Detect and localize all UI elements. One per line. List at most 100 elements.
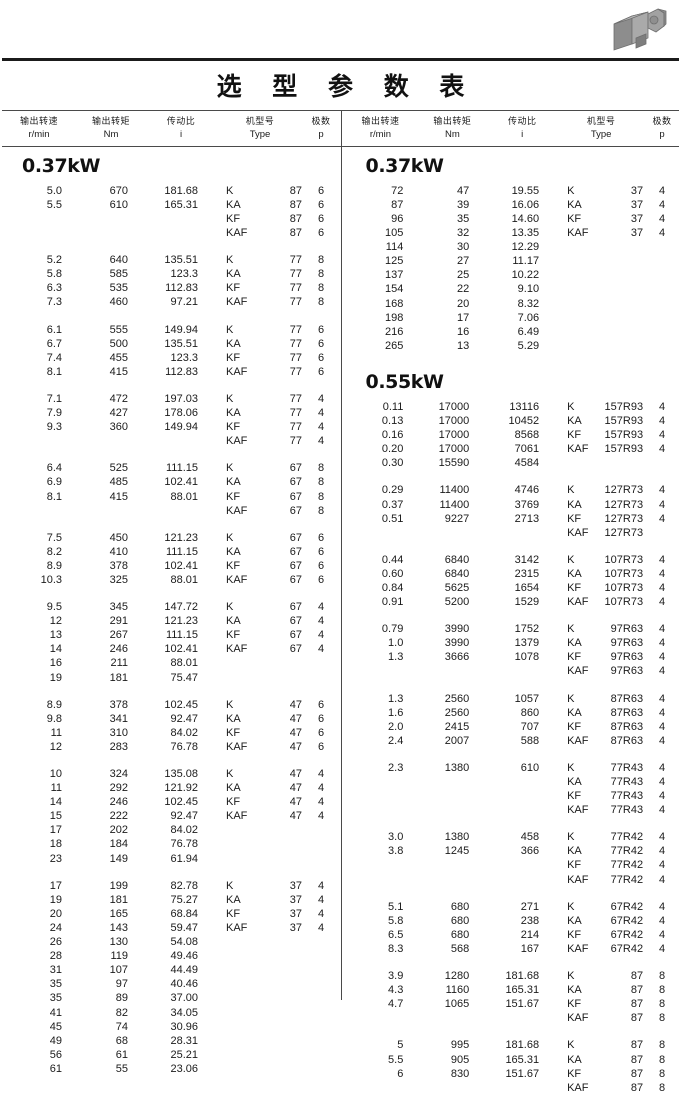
cell-pole-count: 4 — [643, 567, 681, 581]
cell-output-speed: 0.16 — [342, 428, 420, 442]
cell-output-speed: 6.1 — [0, 323, 78, 337]
cell-gear-ratio: 75.47 — [144, 671, 218, 685]
cell-output-speed: 1.3 — [342, 650, 420, 664]
cell-pole-count — [302, 991, 340, 1005]
cell-output-torque: 500 — [78, 337, 144, 351]
model-size: 47 — [256, 726, 302, 740]
model-size — [597, 456, 643, 470]
cell-gear-ratio — [485, 789, 559, 803]
cell-gear-ratio: 54.08 — [144, 935, 218, 949]
cell-output-torque: 17000 — [419, 428, 485, 442]
cell-gear-ratio: 707 — [485, 720, 559, 734]
model-prefix — [226, 991, 256, 1005]
cell-pole-count: 4 — [643, 595, 681, 609]
cell-output-speed: 168 — [342, 297, 420, 311]
model-prefix: KF — [567, 1067, 597, 1081]
cell-pole-count: 8 — [643, 969, 681, 983]
cell-output-torque: 610 — [78, 198, 144, 212]
cell-pole-count — [302, 1048, 340, 1062]
cell-output-speed: 56 — [0, 1048, 78, 1062]
cell-output-torque: 341 — [78, 712, 144, 726]
model-size: 67R42 — [597, 914, 643, 928]
cell-gear-ratio: 135.51 — [144, 253, 218, 267]
cell-output-torque: 143 — [78, 921, 144, 935]
model-prefix: KA — [226, 712, 256, 726]
cell-output-torque: 17 — [419, 311, 485, 325]
cell-output-speed: 17 — [0, 823, 78, 837]
cell-output-speed: 8.9 — [0, 698, 78, 712]
cell-pole-count: 4 — [643, 553, 681, 567]
cell-pole-count — [302, 823, 340, 837]
cell-output-speed: 0.84 — [342, 581, 420, 595]
model-size: 47 — [256, 740, 302, 754]
cell-gear-ratio: 149.94 — [144, 420, 218, 434]
cell-gear-ratio: 34.05 — [144, 1006, 218, 1020]
cell-output-torque: 6840 — [419, 567, 485, 581]
model-prefix — [567, 297, 597, 311]
model-size — [597, 254, 643, 268]
cell-gear-ratio: 151.67 — [485, 1067, 559, 1081]
cell-output-torque: 130 — [78, 935, 144, 949]
cell-pole-count: 8 — [302, 461, 340, 475]
model-size: 47 — [256, 795, 302, 809]
cell-gear-ratio: 147.72 — [144, 600, 218, 614]
header-label-cn: 输出转速 — [0, 115, 78, 128]
cell-output-speed: 2.0 — [342, 720, 420, 734]
model-size: 87 — [256, 198, 302, 212]
cell-gear-ratio: 30.96 — [144, 1020, 218, 1034]
model-size: 107R73 — [597, 595, 643, 609]
model-size: 67 — [256, 559, 302, 573]
cell-pole-count: 4 — [643, 636, 681, 650]
model-size: 107R73 — [597, 553, 643, 567]
cell-output-torque: 35 — [419, 212, 485, 226]
model-size: 157R93 — [597, 414, 643, 428]
model-prefix: K — [226, 461, 256, 475]
header-label-unit: r/min — [342, 128, 420, 142]
model-prefix: KAF — [567, 442, 597, 456]
cell-output-torque: 181 — [78, 671, 144, 685]
cell-output-speed: 154 — [342, 282, 420, 296]
cell-gear-ratio: 121.23 — [144, 531, 218, 545]
cell-output-torque: 1245 — [419, 844, 485, 858]
model-size — [256, 991, 302, 1005]
cell-output-torque: 89 — [78, 991, 144, 1005]
model-prefix — [226, 1062, 256, 1076]
cell-model-type — [559, 325, 643, 339]
cell-output-speed: 28 — [0, 949, 78, 963]
cell-output-torque: 22 — [419, 282, 485, 296]
cell-output-speed: 5.0 — [0, 184, 78, 198]
cell-gear-ratio: 37.00 — [144, 991, 218, 1005]
model-prefix: K — [567, 692, 597, 706]
cell-output-speed — [342, 664, 420, 678]
model-prefix: KA — [226, 781, 256, 795]
cell-output-speed: 5.5 — [342, 1053, 420, 1067]
cell-gear-ratio: 1078 — [485, 650, 559, 664]
model-size: 97R63 — [597, 650, 643, 664]
cell-pole-count: 6 — [302, 573, 340, 587]
cell-output-torque: 427 — [78, 406, 144, 420]
model-prefix: KF — [226, 281, 256, 295]
model-size: 87 — [256, 184, 302, 198]
